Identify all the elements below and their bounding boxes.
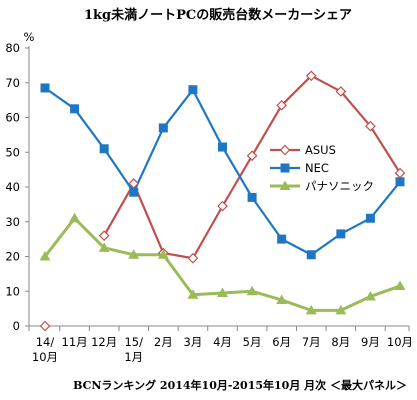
x-tick-label: 9月: [361, 335, 380, 349]
data-point-panasonic: [217, 287, 228, 297]
y-tick-label: 60: [5, 111, 20, 125]
x-tick-label: 10月: [387, 335, 413, 349]
data-point-nec: [129, 187, 139, 197]
data-point-asus: [305, 70, 317, 82]
chart-title: 1kg未満ノートPCの販売台数メーカーシェア: [84, 7, 352, 23]
data-point-nec: [70, 104, 80, 114]
data-point-nec: [158, 123, 168, 133]
x-tick-label: 5月: [243, 335, 262, 349]
data-point-nec: [277, 234, 287, 244]
x-tick-label: 6月: [272, 335, 291, 349]
data-point-nec: [395, 177, 405, 187]
legend-marker-asus: [279, 144, 291, 156]
data-point-nec: [247, 192, 257, 202]
x-tick-label: 7月: [302, 335, 321, 349]
legend-label-asus: ASUS: [305, 143, 336, 157]
data-point-nec: [365, 213, 375, 223]
data-point-asus: [246, 150, 258, 162]
x-tick-label: 4月: [213, 335, 232, 349]
series-line-asus: [103, 74, 401, 260]
data-point-panasonic: [157, 249, 169, 259]
data-point-nec: [336, 229, 346, 239]
series-lines: [43, 74, 401, 312]
y-tick-label: 20: [5, 250, 20, 264]
data-point-panasonic: [394, 280, 406, 291]
legend-label-nec: NEC: [305, 161, 329, 175]
data-point-panasonic: [187, 289, 199, 299]
x-tick-label: 8月: [331, 335, 350, 349]
y-tick-label: 70: [5, 76, 20, 90]
x-tick-label: 15/1月: [124, 335, 143, 364]
data-point-asus: [335, 86, 347, 97]
y-tick-labels: 0 10 20 30 40 50 60 70 80: [5, 41, 20, 333]
legend: ASUS NEC パナソニック: [270, 143, 374, 193]
data-point-asus: [187, 252, 199, 264]
x-tick-label: 3月: [184, 335, 203, 349]
series-markers: [39, 70, 406, 332]
x-tick-label: 12月: [91, 335, 117, 349]
data-point-panasonic: [276, 294, 288, 304]
x-tick-labels: 14/10月 11月 12月 15/1月 2月 3月 4月 5月 6月 7月 8月 9月 10月: [32, 335, 413, 364]
y-axis-unit: %: [24, 30, 35, 44]
data-point-asus: [365, 120, 376, 132]
y-tick-label: 50: [5, 145, 20, 159]
data-point-panasonic: [128, 249, 140, 259]
data-point-panasonic: [246, 285, 258, 296]
x-tick-label: 2月: [154, 335, 173, 349]
data-point-panasonic: [305, 304, 317, 315]
data-point-panasonic: [69, 212, 81, 223]
data-point-asus: [217, 200, 228, 212]
series-line-nec: [44, 87, 401, 256]
legend-marker-panasonic: [279, 180, 291, 190]
data-point-panasonic: [335, 304, 347, 315]
data-point-panasonic: [39, 251, 51, 261]
data-point-nec: [40, 83, 50, 93]
data-point-panasonic: [98, 242, 110, 252]
axes: [25, 46, 410, 331]
legend-label-panasonic: パナソニック: [305, 179, 374, 193]
x-tick-label: 11月: [62, 335, 88, 349]
data-point-nec: [188, 85, 198, 95]
y-tick-label: 80: [5, 41, 20, 55]
source-note: BCNランキング 2014年10月-2015年10月 月次 ＜最大パネル＞: [73, 378, 407, 392]
y-tick-label: 30: [5, 215, 20, 229]
legend-marker-nec: [280, 163, 290, 173]
data-point-asus: [39, 320, 51, 332]
data-point-nec: [218, 142, 227, 152]
data-point-panasonic: [364, 290, 376, 301]
y-tick-label: 0: [13, 319, 20, 333]
data-point-nec: [306, 250, 316, 260]
y-tick-label: 10: [5, 284, 20, 298]
data-point-asus: [98, 230, 110, 241]
data-point-nec: [99, 144, 109, 154]
data-point-asus: [276, 99, 288, 111]
x-tick-label: 14/10月: [32, 335, 58, 364]
y-tick-label: 40: [5, 180, 20, 194]
